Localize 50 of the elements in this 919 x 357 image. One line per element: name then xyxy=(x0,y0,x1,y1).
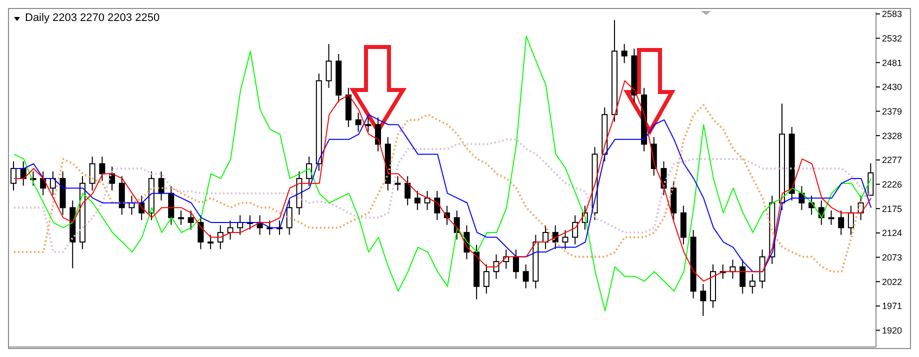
y-tick-label: 2532 xyxy=(882,33,902,44)
candlestick xyxy=(404,176,411,206)
candlestick xyxy=(188,210,194,230)
y-tick-label: 2022 xyxy=(882,276,902,287)
candlestick xyxy=(355,112,362,132)
candlestick xyxy=(50,170,56,196)
y-tick-label: 2379 xyxy=(882,106,902,116)
candlestick xyxy=(99,156,106,182)
candlestick xyxy=(572,214,578,245)
y-tick-label: 2277 xyxy=(882,155,902,166)
candlestick xyxy=(838,210,844,236)
candlestick xyxy=(424,190,430,211)
candlestick xyxy=(828,210,834,226)
candlestick xyxy=(522,264,529,289)
candlestick xyxy=(434,190,440,221)
candlestick xyxy=(326,43,332,88)
candlestick xyxy=(493,254,500,280)
candlestick xyxy=(542,224,549,250)
candlestick xyxy=(394,176,401,191)
y-tick-label: 2430 xyxy=(882,82,902,92)
y-tick-label: 1971 xyxy=(882,301,902,312)
candlestick xyxy=(414,190,420,211)
candlestick xyxy=(848,205,854,236)
y-tick-label: 2124 xyxy=(882,228,902,238)
candlestick xyxy=(286,200,292,236)
candlestick xyxy=(483,264,490,294)
candlestick xyxy=(749,273,756,294)
y-tick-label: 2073 xyxy=(882,252,902,262)
y-tick-label: 2328 xyxy=(882,130,902,141)
candlestick xyxy=(740,259,746,294)
candlestick xyxy=(208,234,214,250)
candlestick xyxy=(562,230,568,250)
candlestick xyxy=(375,116,382,152)
candlestick xyxy=(700,284,706,316)
y-tick-label: 2583 xyxy=(882,9,902,20)
candlestick xyxy=(89,156,96,191)
chart-title: Daily 2203 2270 2203 2250 xyxy=(25,12,160,24)
candlestick xyxy=(10,160,16,191)
y-tick-label: 2481 xyxy=(882,58,902,68)
candlestick xyxy=(227,220,234,240)
y-tick-label: 1920 xyxy=(882,325,902,336)
candlestick xyxy=(621,43,628,64)
candlestick xyxy=(198,214,204,250)
y-tick-label: 2226 xyxy=(882,179,902,190)
candlestick xyxy=(158,170,164,201)
line-series xyxy=(12,138,872,254)
candlestick xyxy=(365,116,372,132)
candlestick xyxy=(178,210,184,226)
candlestick xyxy=(512,249,519,280)
y-tick-label: 2175 xyxy=(882,204,902,214)
